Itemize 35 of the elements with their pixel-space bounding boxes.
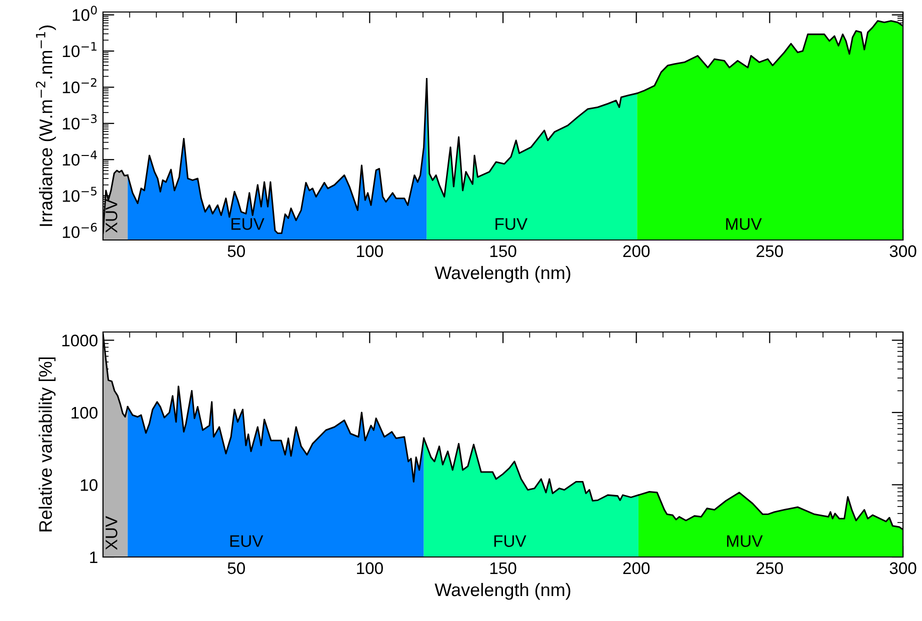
y-tick-label: 1: [90, 552, 98, 564]
x-tick-label: 300: [890, 562, 916, 574]
series-label: XUV: [106, 198, 118, 233]
series-label: FUV: [496, 218, 528, 230]
y-tick-label: 10$^{−2}$: [62, 78, 96, 94]
x-tick-label: 300: [890, 245, 916, 258]
y-tick-label: 10$^{0}$: [72, 6, 97, 21]
x-axis-title: Wavelength (nm): [434, 266, 570, 283]
y-tick-label: 10$^{−4}$: [62, 150, 97, 166]
y-tick-label: 10$^{−6}$: [62, 222, 97, 238]
x-tick-label: 250: [756, 245, 783, 258]
y-tick-label: 10: [80, 479, 98, 491]
y-tick-label: 100: [72, 406, 98, 419]
y-tick-label: 10$^{−1}$: [62, 42, 96, 58]
x-tick-label: 100: [357, 562, 383, 574]
x-tick-label: 250: [756, 562, 783, 574]
series-label: EUV: [232, 218, 264, 230]
x-tick-label: 50: [228, 562, 245, 574]
x-tick-label: 100: [357, 245, 383, 258]
series-label: XUV: [106, 516, 118, 550]
x-tick-label: 150: [490, 245, 516, 258]
x-tick-label: 200: [623, 245, 650, 258]
y-axis-title: Irradiance (W.m$^{−2}$.nm$^{−1}$): [36, 26, 56, 226]
x-tick-label: 50: [228, 245, 245, 258]
x-tick-label: 150: [490, 562, 516, 574]
x-axis-title: Wavelength (nm): [434, 582, 570, 600]
series-label: MUV: [727, 535, 763, 547]
series-label: MUV: [726, 218, 762, 230]
x-tick-label: 200: [623, 562, 650, 574]
series-label: EUV: [230, 535, 264, 547]
series-label: FUV: [494, 535, 526, 547]
y-tick-label: 10$^{−5}$: [62, 186, 97, 202]
y-tick-label: 1000: [62, 334, 98, 346]
y-tick-label: 10$^{−3}$: [62, 114, 97, 130]
y-axis-title: Relative variability [%]: [38, 357, 56, 532]
